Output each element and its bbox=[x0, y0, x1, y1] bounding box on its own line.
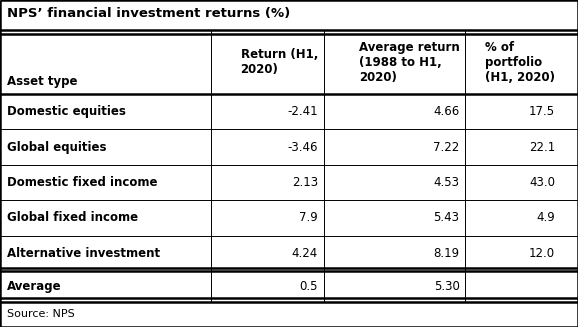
Text: -2.41: -2.41 bbox=[287, 105, 318, 118]
Text: -3.46: -3.46 bbox=[287, 141, 318, 153]
Text: Return (H1,
2020): Return (H1, 2020) bbox=[240, 48, 318, 76]
Text: 12.0: 12.0 bbox=[529, 247, 555, 260]
Text: 5.30: 5.30 bbox=[434, 280, 460, 293]
Text: Global fixed income: Global fixed income bbox=[7, 212, 138, 225]
Text: 0.5: 0.5 bbox=[299, 280, 318, 293]
Text: Source: NPS: Source: NPS bbox=[7, 309, 75, 319]
Text: Average return
(1988 to H1,
2020): Average return (1988 to H1, 2020) bbox=[359, 41, 460, 84]
Text: 4.53: 4.53 bbox=[434, 176, 460, 189]
Text: 4.9: 4.9 bbox=[536, 212, 555, 225]
Text: NPS’ financial investment returns (%): NPS’ financial investment returns (%) bbox=[7, 7, 290, 20]
Text: Domestic equities: Domestic equities bbox=[7, 105, 126, 118]
Text: 17.5: 17.5 bbox=[529, 105, 555, 118]
Text: Average: Average bbox=[7, 280, 62, 293]
Text: 8.19: 8.19 bbox=[434, 247, 460, 260]
Text: 5.43: 5.43 bbox=[434, 212, 460, 225]
Text: Domestic fixed income: Domestic fixed income bbox=[7, 176, 157, 189]
Text: % of
portfolio
(H1, 2020): % of portfolio (H1, 2020) bbox=[485, 41, 555, 84]
Text: Asset type: Asset type bbox=[7, 75, 77, 88]
Text: 4.66: 4.66 bbox=[434, 105, 460, 118]
Text: 22.1: 22.1 bbox=[529, 141, 555, 153]
Text: 2.13: 2.13 bbox=[292, 176, 318, 189]
Text: Global equities: Global equities bbox=[7, 141, 106, 153]
Text: 43.0: 43.0 bbox=[529, 176, 555, 189]
Text: 7.22: 7.22 bbox=[434, 141, 460, 153]
Text: 4.24: 4.24 bbox=[292, 247, 318, 260]
Text: Alternative investment: Alternative investment bbox=[7, 247, 160, 260]
Text: 7.9: 7.9 bbox=[299, 212, 318, 225]
